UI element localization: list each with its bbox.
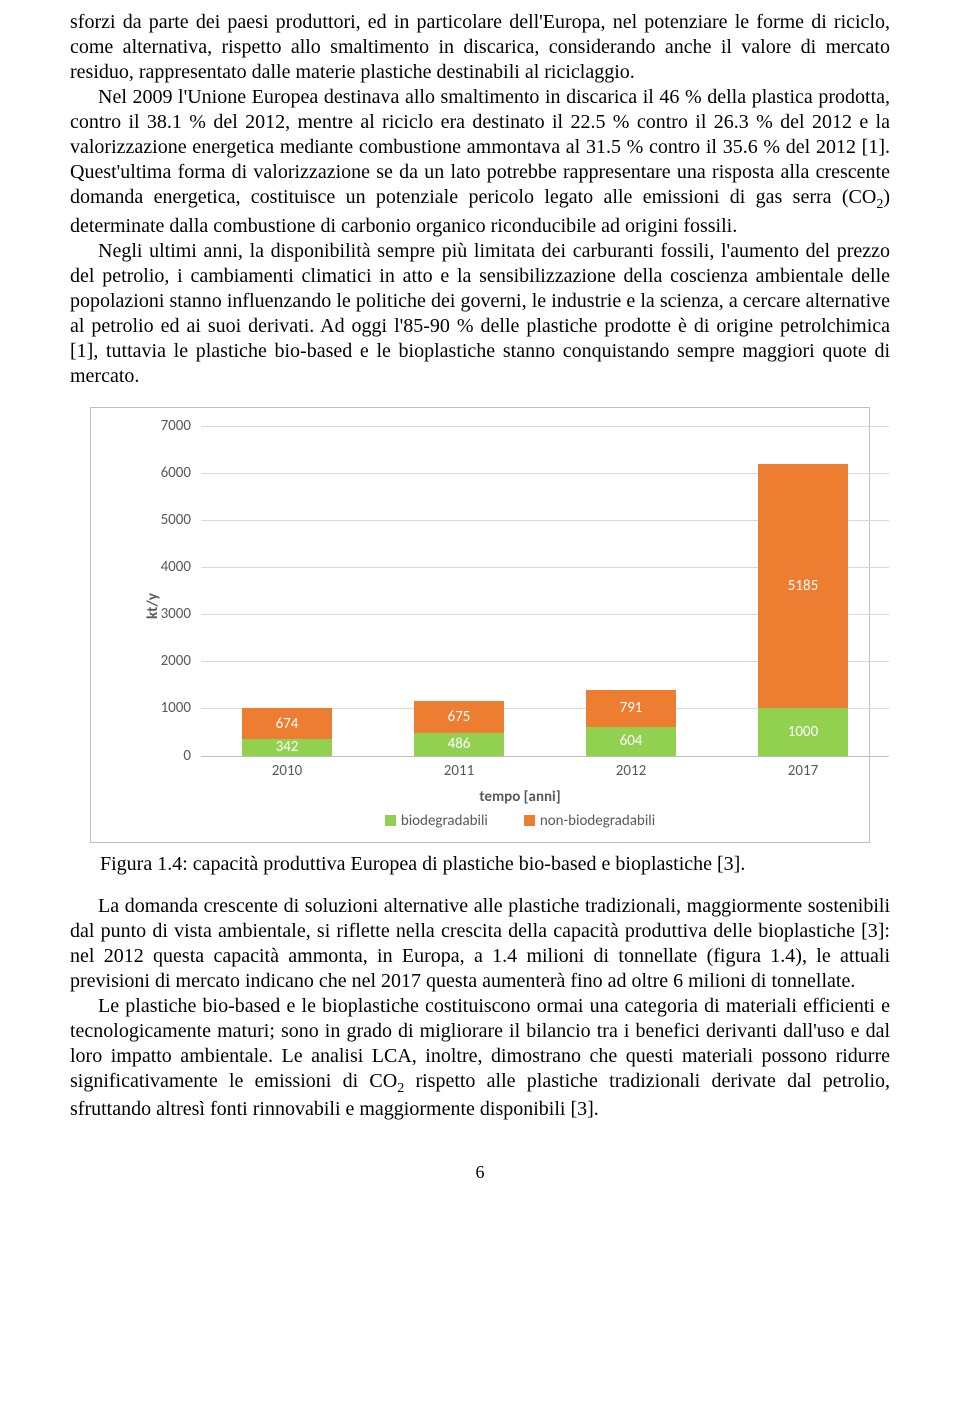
body-paragraph-5: Le plastiche bio-based e le bioplastiche… (70, 994, 890, 1123)
figure-caption: Figura 1.4: capacità produttiva Europea … (100, 853, 890, 876)
chart-xlabel: tempo [anni] (201, 788, 839, 806)
chart-xtick-label: 2017 (758, 762, 848, 780)
body-paragraph-4: La domanda crescente di soluzioni altern… (70, 894, 890, 994)
chart-datalabel: 674 (242, 715, 332, 733)
body-paragraph-2: Nel 2009 l'Unione Europea destinava allo… (70, 85, 890, 239)
chart-ytick-label: 3000 (146, 605, 191, 623)
chart-legend-item: biodegradabili (385, 812, 488, 830)
body-paragraph-2a: Nel 2009 l'Unione Europea destinava allo… (70, 86, 890, 208)
body-paragraph-1: sforzi da parte dei paesi produttori, ed… (70, 10, 890, 85)
chart-xtick-label: 2011 (414, 762, 504, 780)
chart-datalabel: 791 (586, 699, 676, 717)
chart-datalabel: 342 (242, 738, 332, 756)
body-paragraph-3: Negli ultimi anni, la disponibilità semp… (70, 239, 890, 389)
chart-plot-area: kt/y 01000200030004000500060007000342674… (151, 426, 839, 786)
chart-datalabel: 675 (414, 708, 504, 726)
chart-bar-segment-biodegradabili: 486 (414, 733, 504, 756)
chart-ytick-label: 4000 (146, 558, 191, 576)
chart-ytick-label: 7000 (146, 417, 191, 435)
chart-frame: kt/y 01000200030004000500060007000342674… (90, 407, 870, 843)
chart-legend-item: non-biodegradabili (524, 812, 655, 830)
chart-bar-segment-biodegradabili: 604 (586, 727, 676, 755)
chart-bar-segment-non-biodegradabili: 674 (242, 708, 332, 740)
chart-legend-swatch (385, 815, 396, 826)
chart-ytick-label: 6000 (146, 464, 191, 482)
chart-datalabel: 604 (586, 732, 676, 750)
chart-ytick-label: 1000 (146, 699, 191, 717)
chart-legend-swatch (524, 815, 535, 826)
chart-legend-label: non-biodegradabili (540, 812, 655, 830)
chart-bar-segment-biodegradabili: 1000 (758, 708, 848, 755)
chart-bar-segment-non-biodegradabili: 675 (414, 701, 504, 733)
chart-datalabel: 1000 (758, 723, 848, 741)
chart-bar-segment-non-biodegradabili: 791 (586, 690, 676, 727)
chart-xtick-label: 2012 (586, 762, 676, 780)
chart-ytick-label: 5000 (146, 511, 191, 529)
chart-bar-segment-biodegradabili: 342 (242, 739, 332, 755)
chart-bar-segment-non-biodegradabili: 5185 (758, 464, 848, 708)
chart-gridline (201, 426, 889, 427)
chart-datalabel: 5185 (758, 577, 848, 595)
chart-xtick-label: 2010 (242, 762, 332, 780)
chart-ytick-label: 2000 (146, 652, 191, 670)
page-number: 6 (70, 1162, 890, 1183)
chart-ytick-label: 0 (146, 747, 191, 765)
chart-datalabel: 486 (414, 735, 504, 753)
chart-legend-label: biodegradabili (401, 812, 488, 830)
chart-legend: biodegradabili non-biodegradabili (201, 812, 839, 830)
